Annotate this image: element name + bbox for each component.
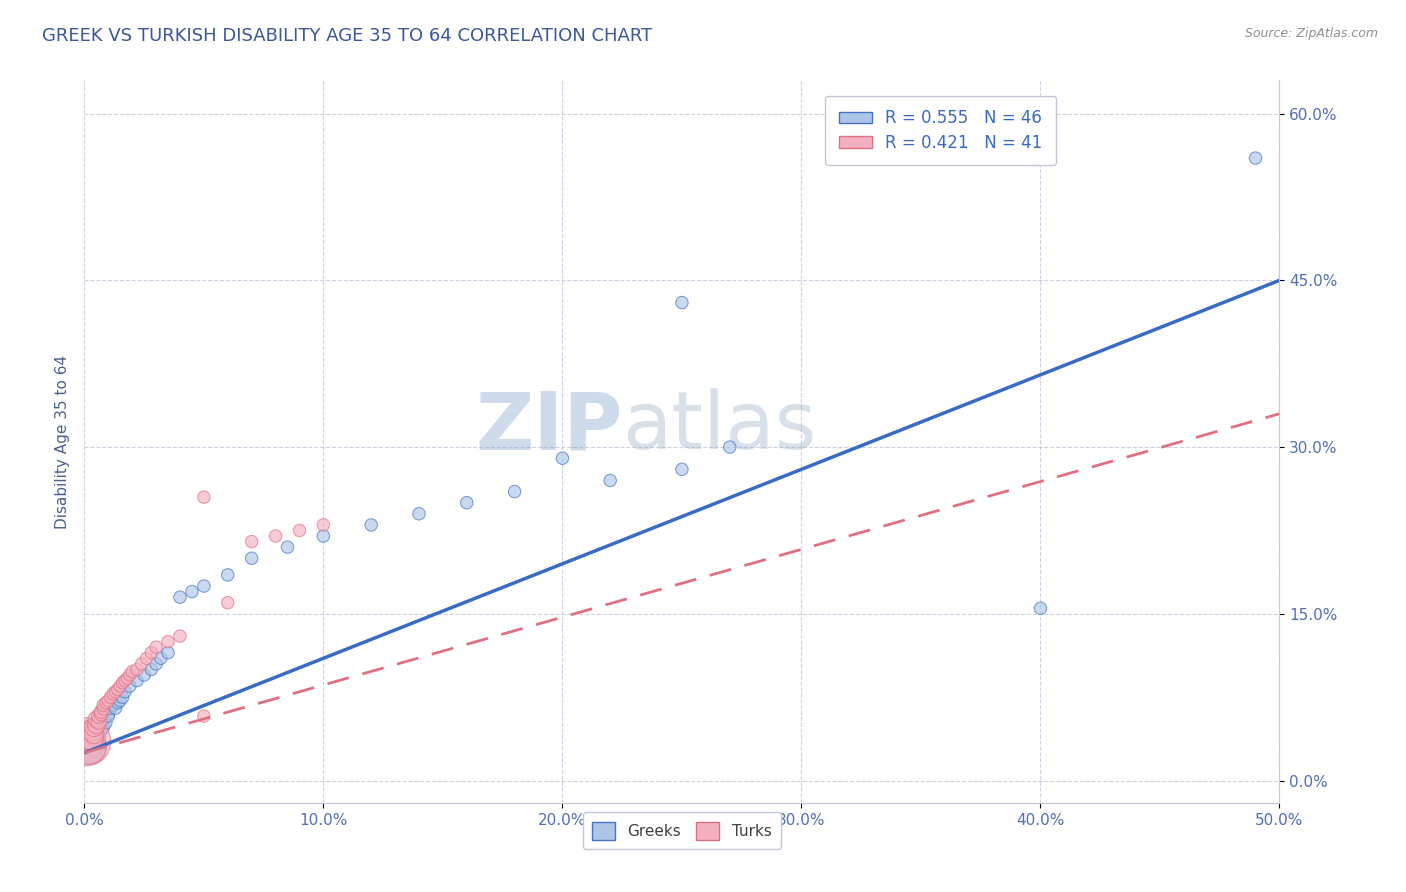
Point bbox=[312, 517, 335, 532]
Point bbox=[87, 714, 110, 729]
Point bbox=[240, 534, 263, 549]
Text: atlas: atlas bbox=[623, 388, 817, 467]
Point bbox=[193, 709, 215, 723]
Point bbox=[117, 671, 139, 685]
Point bbox=[217, 568, 239, 582]
Point bbox=[80, 746, 103, 760]
Point bbox=[131, 657, 153, 671]
Point bbox=[100, 690, 122, 705]
Point bbox=[503, 484, 526, 499]
Text: Source: ZipAtlas.com: Source: ZipAtlas.com bbox=[1244, 27, 1378, 40]
Point bbox=[83, 720, 105, 734]
Point bbox=[104, 701, 127, 715]
Point bbox=[90, 718, 112, 732]
Point bbox=[671, 462, 693, 476]
Point bbox=[110, 693, 132, 707]
Point bbox=[145, 657, 167, 671]
Point bbox=[181, 584, 204, 599]
Point bbox=[110, 679, 132, 693]
Point bbox=[408, 507, 430, 521]
Point bbox=[107, 682, 129, 697]
Point bbox=[240, 551, 263, 566]
Point bbox=[76, 734, 98, 748]
Point bbox=[86, 734, 108, 748]
Point bbox=[169, 629, 191, 643]
Point bbox=[118, 679, 141, 693]
Point bbox=[90, 706, 112, 721]
Point bbox=[87, 731, 110, 746]
Point bbox=[193, 490, 215, 504]
Point bbox=[114, 673, 136, 688]
Point bbox=[111, 675, 134, 690]
Point bbox=[145, 640, 167, 655]
Point bbox=[157, 646, 180, 660]
Point bbox=[599, 474, 621, 488]
Point bbox=[93, 713, 115, 727]
Point bbox=[101, 687, 124, 701]
Point bbox=[97, 693, 120, 707]
Text: GREEK VS TURKISH DISABILITY AGE 35 TO 64 CORRELATION CHART: GREEK VS TURKISH DISABILITY AGE 35 TO 64… bbox=[42, 27, 652, 45]
Point bbox=[149, 651, 172, 665]
Point bbox=[104, 684, 127, 698]
Point bbox=[97, 709, 120, 723]
Point bbox=[277, 540, 299, 554]
Point bbox=[671, 295, 693, 310]
Point bbox=[87, 709, 110, 723]
Point bbox=[1029, 601, 1052, 615]
Y-axis label: Disability Age 35 to 64: Disability Age 35 to 64 bbox=[55, 354, 70, 529]
Point bbox=[551, 451, 574, 466]
Point bbox=[77, 729, 100, 743]
Point bbox=[87, 727, 110, 741]
Point bbox=[86, 718, 108, 732]
Point bbox=[100, 701, 122, 715]
Legend: Greeks, Turks: Greeks, Turks bbox=[583, 813, 780, 849]
Point bbox=[217, 596, 239, 610]
Point bbox=[83, 727, 105, 741]
Point bbox=[312, 529, 335, 543]
Point bbox=[132, 668, 156, 682]
Point bbox=[86, 729, 108, 743]
Point bbox=[86, 713, 108, 727]
Point bbox=[97, 706, 120, 721]
Point bbox=[125, 662, 148, 676]
Point bbox=[456, 496, 478, 510]
Point bbox=[93, 701, 115, 715]
Point bbox=[90, 705, 112, 719]
Point bbox=[111, 690, 134, 705]
Point bbox=[157, 634, 180, 648]
Point bbox=[107, 696, 129, 710]
Point bbox=[80, 731, 103, 746]
Point bbox=[93, 698, 115, 712]
Point bbox=[94, 715, 117, 730]
Point bbox=[80, 723, 103, 738]
Text: ZIP: ZIP bbox=[475, 388, 623, 467]
Point bbox=[101, 698, 124, 712]
Point bbox=[93, 720, 115, 734]
Point bbox=[718, 440, 741, 454]
Point bbox=[360, 517, 382, 532]
Point bbox=[114, 684, 136, 698]
Point bbox=[121, 665, 143, 679]
Point bbox=[77, 740, 100, 755]
Point bbox=[135, 651, 157, 665]
Point bbox=[288, 524, 311, 538]
Point bbox=[193, 579, 215, 593]
Point bbox=[90, 723, 112, 738]
Point bbox=[118, 668, 141, 682]
Point bbox=[264, 529, 287, 543]
Point bbox=[141, 662, 163, 676]
Point bbox=[169, 590, 191, 604]
Point bbox=[77, 740, 100, 755]
Point bbox=[83, 742, 105, 756]
Point bbox=[1244, 151, 1267, 165]
Point bbox=[125, 673, 148, 688]
Point bbox=[94, 696, 117, 710]
Point bbox=[141, 646, 163, 660]
